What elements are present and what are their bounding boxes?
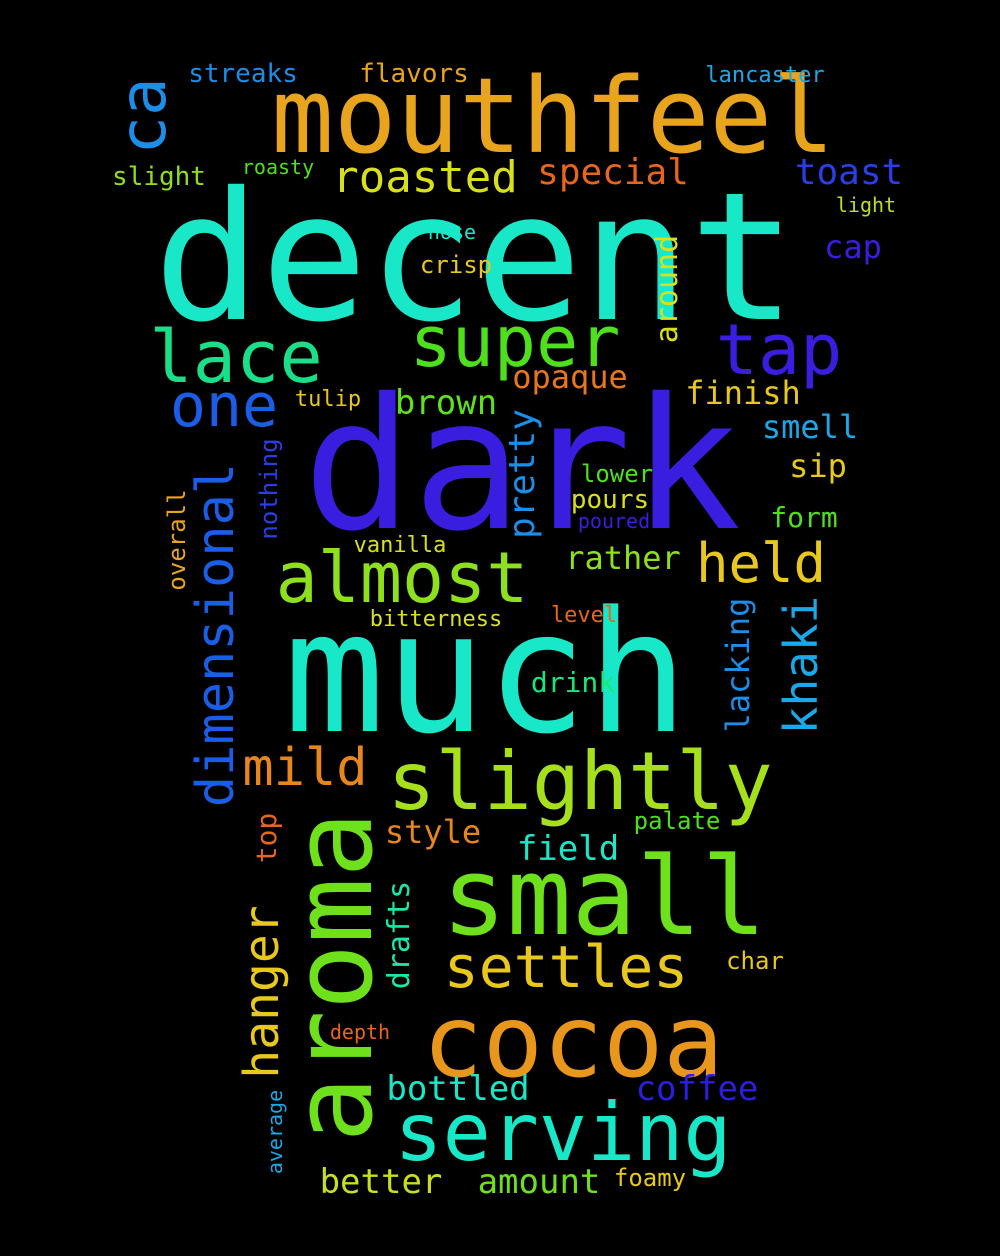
word-coffee: coffee <box>635 1069 759 1109</box>
word-roasted: roasted <box>332 152 518 203</box>
word-streaks: streaks <box>188 59 298 89</box>
word-depth: depth <box>329 1020 391 1044</box>
word-super: super <box>409 301 621 383</box>
word-aroma: aroma <box>269 811 397 1143</box>
word-mild: mild <box>242 738 368 798</box>
word-average: average <box>263 1089 287 1175</box>
word-tap: tap <box>715 309 843 391</box>
word-pretty: pretty <box>502 408 543 540</box>
word-rather: rather <box>565 539 681 577</box>
word-dark: dark <box>302 359 742 571</box>
word-slightly: slightly <box>387 735 773 828</box>
word-tulip: tulip <box>294 387 362 412</box>
word-toast: toast <box>794 152 904 193</box>
word-form: form <box>770 501 838 534</box>
word-decent: decent <box>153 154 797 361</box>
word-one: one <box>169 371 279 441</box>
word-flavors: flavors <box>359 59 469 89</box>
word-nothing: nothing <box>255 438 283 540</box>
word-bottled: bottled <box>386 1069 530 1109</box>
word-cocoa: cocoa <box>422 983 724 1100</box>
word-cap: cap <box>824 228 882 266</box>
word-hanger: hanger <box>234 905 290 1079</box>
word-amount: amount <box>477 1162 601 1202</box>
word-better: better <box>319 1162 443 1202</box>
word-level: level <box>550 603 618 628</box>
word-serving: serving <box>394 1086 732 1179</box>
word-sip: sip <box>789 447 847 485</box>
word-special: special <box>537 152 689 193</box>
word-bitterness: bitterness <box>369 607 503 632</box>
word-top: top <box>250 812 283 864</box>
word-brown: brown <box>394 383 498 423</box>
word-lower: lower <box>580 460 654 488</box>
word-style: style <box>384 813 482 851</box>
word-roasty: roasty <box>241 155 315 179</box>
word-char: char <box>726 947 784 975</box>
word-poured: poured <box>577 509 651 533</box>
word-lace: lace <box>149 315 323 399</box>
word-drafts: drafts <box>382 880 417 990</box>
word-settles: settles <box>443 933 689 1001</box>
word-pours: pours <box>570 485 650 515</box>
word-foamy: foamy <box>613 1164 687 1192</box>
word-smell: smell <box>761 408 859 446</box>
word-opaque: opaque <box>512 358 628 396</box>
word-around: around <box>650 234 685 344</box>
word-field: field <box>516 829 620 869</box>
word-ca: ca <box>107 77 181 155</box>
word-lacking: lacking <box>719 597 757 733</box>
word-held: held <box>695 532 827 595</box>
word-mouthfeel: mouthfeel <box>271 55 835 177</box>
word-lancaster: lancaster <box>705 63 825 88</box>
word-drink: drink <box>530 666 616 699</box>
word-khaki: khaki <box>774 595 828 735</box>
word-small: small <box>441 835 767 960</box>
word-palate: palate <box>633 807 721 835</box>
word-overall: overall <box>163 489 191 591</box>
word-almost: almost <box>275 537 529 619</box>
word-crisp: crisp <box>419 251 493 279</box>
word-slight: slight <box>112 162 206 192</box>
word-finish: finish <box>685 374 801 412</box>
word-nose: nose <box>427 220 477 244</box>
word-light: light <box>835 193 897 217</box>
word-much: much <box>283 575 689 771</box>
word-vanilla: vanilla <box>353 533 447 558</box>
word-dimensional: dimensional <box>186 462 246 808</box>
